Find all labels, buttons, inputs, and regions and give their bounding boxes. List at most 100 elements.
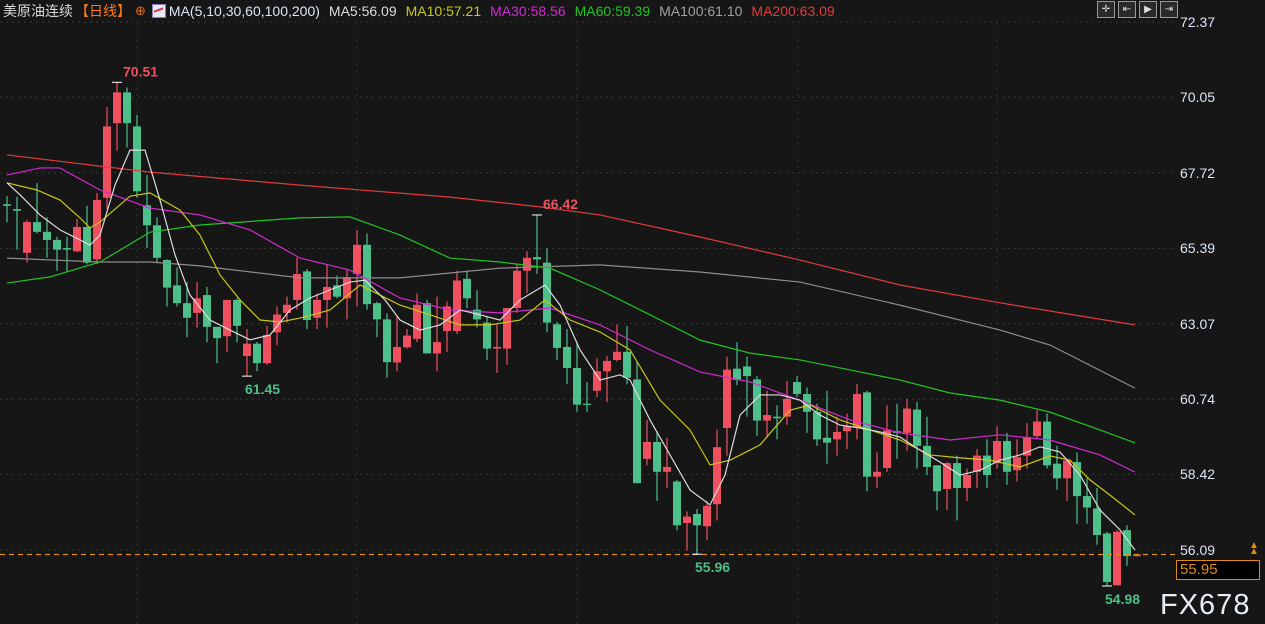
candle-up [683,516,691,524]
candle-up [1133,554,1141,557]
ma-line-ma30 [6,167,1136,473]
candle-down [733,368,741,381]
candle-down [163,260,171,288]
candle-down [3,204,11,206]
candle-down [1003,440,1011,472]
candle-up [853,393,861,428]
candle-down [53,239,61,250]
extreme-price-label: 55.96 [695,559,730,575]
candle-down [623,351,631,378]
candle-down [983,455,991,476]
candle-up [833,431,841,440]
candle-down [63,248,71,250]
candle-up [343,277,351,299]
candle-down [153,225,161,258]
candle-down [43,231,51,240]
extreme-price-label: 54.98 [1105,591,1140,607]
candle-up [323,286,331,300]
candle-up [353,244,361,274]
candle-up [73,226,81,252]
candlestick-plot: 70.51 61.45 66.42 55.96 54.98 [0,21,1175,624]
watermark-logo: FX678 [1160,589,1251,621]
symbol-name: 美原油连续 [3,3,73,19]
candle-down [1103,533,1111,583]
candle-up [293,273,301,300]
candle-down [1073,462,1081,497]
candle-up [193,298,201,313]
candle-down [863,392,871,477]
candle-up [883,430,891,468]
candle-up [613,351,621,360]
candle-up [243,343,251,357]
candle-down [333,285,341,297]
candle-up [503,308,511,349]
jump-to-end-icon[interactable]: ⇥ [1160,1,1178,18]
candle-up [873,471,881,477]
ma-params[interactable]: MA(5,10,30,60,100,200) [168,3,320,19]
ma-line-ma60 [6,216,1136,444]
candle-down [753,379,761,421]
candle-up [273,314,281,333]
candle-up [223,299,231,337]
candle-up [513,270,521,309]
candle-down [1043,421,1051,466]
scroll-up-arrow-icon[interactable]: ▲ ▲ [1249,540,1259,557]
play-icon[interactable]: ▶ [1139,1,1157,18]
crosshair-circle-icon[interactable]: ⊕ [135,3,146,18]
extreme-price-label: 66.42 [543,196,578,212]
candle-down [303,271,311,321]
y-tick-label: 67.72 [1180,164,1216,181]
candle-up [1023,437,1031,456]
candle-down [363,244,371,305]
candle-up [313,299,321,318]
chart-toolbar: ✛ ⇤ ▶ ⇥ [1097,1,1178,18]
ma60-value: MA60:59.39 [574,3,651,19]
ma-chart-icon[interactable] [151,4,166,18]
candle-up [843,426,851,432]
candle-down [143,205,151,226]
chart-header: 美原油连续 【日线】 ⊕ MA(5,10,30,60,100,200) MA5:… [3,2,844,20]
candle-down [173,285,181,304]
candle-up [593,371,601,391]
candle-up [903,408,911,433]
candle-up [1063,460,1071,479]
candle-up [23,222,31,253]
candle-down [213,326,221,339]
candle-up [263,334,271,364]
candle-up [393,346,401,363]
candle-down [933,465,941,492]
y-tick-label: 70.05 [1180,89,1216,106]
y-tick-label: 63.07 [1180,315,1216,332]
candle-up [643,441,651,459]
candle-down [33,222,41,232]
candle-down [773,416,781,419]
candle-down [923,445,931,467]
candle-down [793,381,801,394]
candle-down [13,209,21,211]
candle-down [83,226,91,263]
candle-up [103,126,111,198]
ma10-value: MA10:57.21 [405,3,482,19]
candle-up [763,415,771,421]
crosshair-icon[interactable]: ✛ [1097,1,1115,18]
candle-up [443,306,451,332]
y-tick-label: 65.39 [1180,240,1216,257]
candle-up [713,447,721,505]
candle-down [123,92,131,124]
candle-down [573,368,581,405]
candle-down [483,322,491,349]
candle-down [533,257,541,260]
candle-down [1123,530,1131,557]
period-selector[interactable]: 【日线】 [75,3,131,19]
candle-down [743,366,751,377]
candle-down [583,403,591,405]
candle-down [563,346,571,369]
candle-up [433,342,441,354]
step-back-icon[interactable]: ⇤ [1118,1,1136,18]
candle-up [963,475,971,489]
candle-down [653,441,661,472]
extreme-price-label: 70.51 [123,63,158,79]
candle-up [783,398,791,417]
candle-up [943,463,951,489]
candle-down [823,437,831,443]
